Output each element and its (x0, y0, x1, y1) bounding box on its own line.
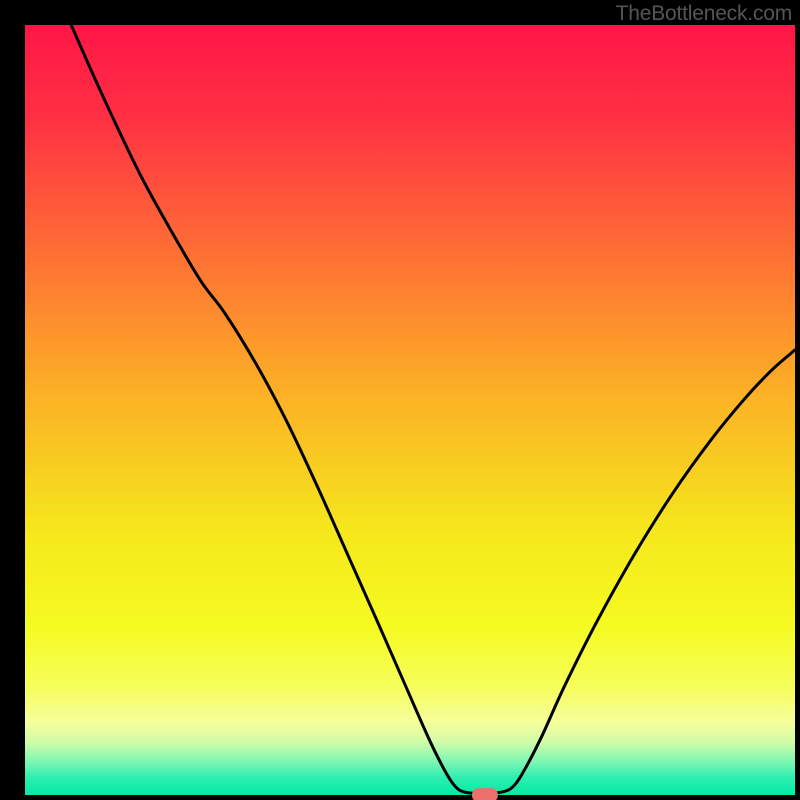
bottleneck-plot (25, 25, 795, 795)
watermark-text: TheBottleneck.com (616, 2, 792, 26)
gradient-background (25, 25, 795, 795)
chart-frame: TheBottleneck.com (0, 0, 800, 800)
optimal-point-marker (472, 788, 498, 800)
